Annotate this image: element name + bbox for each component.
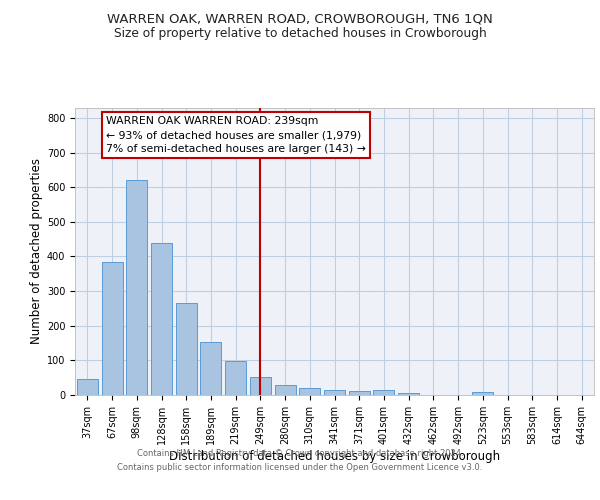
Bar: [225, 362, 246, 395]
Bar: [151, 242, 172, 395]
Text: Size of property relative to detached houses in Crowborough: Size of property relative to detached ho…: [113, 28, 487, 40]
Bar: [398, 392, 419, 395]
Text: WARREN OAK WARREN ROAD: 239sqm
← 93% of detached houses are smaller (1,979)
7% o: WARREN OAK WARREN ROAD: 239sqm ← 93% of …: [106, 116, 366, 154]
Text: Contains HM Land Registry data © Crown copyright and database right 2024.: Contains HM Land Registry data © Crown c…: [137, 448, 463, 458]
Bar: [176, 302, 197, 395]
Bar: [126, 180, 147, 395]
Bar: [349, 391, 370, 395]
Text: Contains public sector information licensed under the Open Government Licence v3: Contains public sector information licen…: [118, 464, 482, 472]
Bar: [77, 378, 98, 395]
Bar: [373, 390, 394, 395]
Bar: [324, 390, 345, 395]
Y-axis label: Number of detached properties: Number of detached properties: [29, 158, 43, 344]
X-axis label: Distribution of detached houses by size in Crowborough: Distribution of detached houses by size …: [169, 450, 500, 462]
Bar: [250, 376, 271, 395]
Bar: [200, 342, 221, 395]
Bar: [275, 386, 296, 395]
Bar: [299, 388, 320, 395]
Bar: [101, 262, 122, 395]
Bar: [472, 392, 493, 395]
Text: WARREN OAK, WARREN ROAD, CROWBOROUGH, TN6 1QN: WARREN OAK, WARREN ROAD, CROWBOROUGH, TN…: [107, 12, 493, 26]
